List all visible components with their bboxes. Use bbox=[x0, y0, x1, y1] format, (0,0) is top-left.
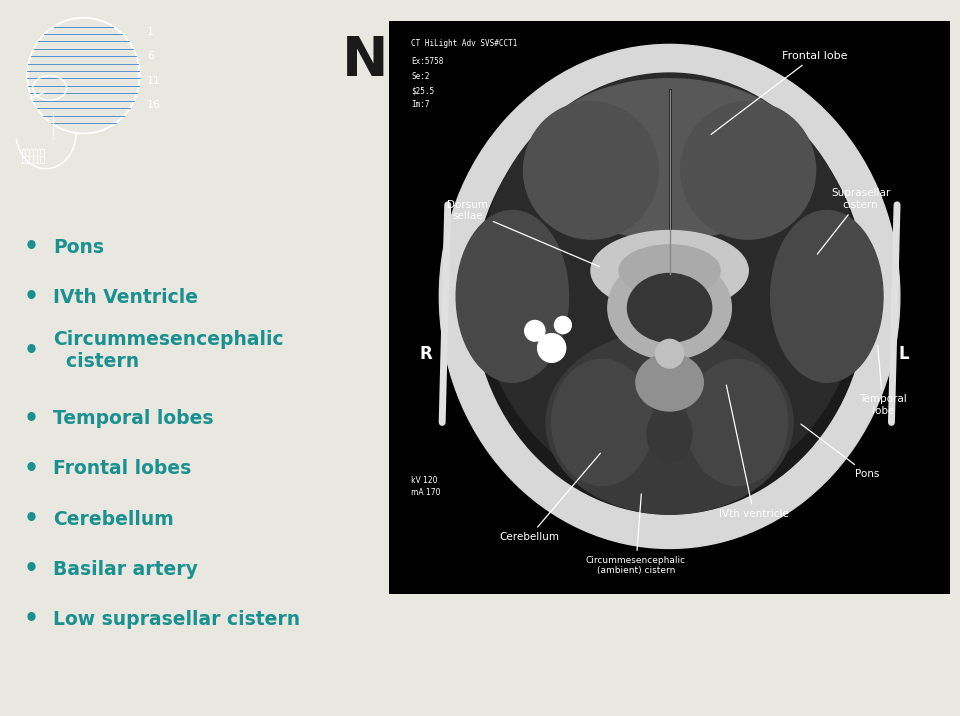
Text: 1: 1 bbox=[147, 26, 154, 37]
Ellipse shape bbox=[608, 256, 732, 359]
Text: Suprasellar
cistern: Suprasellar cistern bbox=[817, 188, 890, 254]
Text: Pons: Pons bbox=[53, 238, 104, 256]
Ellipse shape bbox=[681, 102, 816, 239]
Circle shape bbox=[525, 321, 545, 341]
Text: Frontal lobe: Frontal lobe bbox=[711, 51, 848, 135]
Text: (yüksek pons): (yüksek pons) bbox=[413, 95, 778, 141]
Circle shape bbox=[538, 334, 565, 362]
Ellipse shape bbox=[591, 231, 748, 311]
Ellipse shape bbox=[523, 102, 659, 239]
Text: •: • bbox=[24, 285, 39, 309]
Ellipse shape bbox=[656, 339, 684, 368]
Ellipse shape bbox=[628, 274, 711, 342]
Text: Se:2: Se:2 bbox=[411, 72, 430, 81]
Text: Circummesencephalic
  cistern: Circummesencephalic cistern bbox=[53, 330, 283, 372]
Text: •: • bbox=[24, 507, 39, 531]
Ellipse shape bbox=[456, 211, 568, 382]
Text: R: R bbox=[420, 345, 432, 364]
Ellipse shape bbox=[686, 359, 787, 485]
Text: 11: 11 bbox=[147, 76, 161, 86]
Circle shape bbox=[555, 316, 571, 334]
Text: Pons: Pons bbox=[801, 424, 879, 479]
Text: IVth Ventricle: IVth Ventricle bbox=[53, 288, 198, 306]
Ellipse shape bbox=[771, 211, 883, 382]
Text: Temporal
lobe: Temporal lobe bbox=[859, 345, 907, 416]
Ellipse shape bbox=[546, 331, 793, 514]
Text: •: • bbox=[24, 235, 39, 259]
Text: Low suprasellar cistern: Low suprasellar cistern bbox=[53, 610, 300, 629]
Text: •: • bbox=[24, 339, 39, 363]
Ellipse shape bbox=[619, 245, 720, 296]
Text: Basilar artery: Basilar artery bbox=[53, 560, 198, 579]
Text: •: • bbox=[24, 407, 39, 431]
Text: Temporal lobes: Temporal lobes bbox=[53, 410, 213, 428]
Text: Circummesencephalic
(ambient) cistern: Circummesencephalic (ambient) cistern bbox=[586, 494, 686, 576]
Text: 16: 16 bbox=[147, 100, 161, 110]
Text: kV 120: kV 120 bbox=[411, 475, 438, 485]
Text: Cerebellum: Cerebellum bbox=[53, 510, 174, 528]
Text: Im:7: Im:7 bbox=[411, 100, 430, 110]
Ellipse shape bbox=[552, 359, 653, 485]
Text: mA 170: mA 170 bbox=[411, 488, 441, 497]
Text: CT HiLight Adv SVS#CCT1: CT HiLight Adv SVS#CCT1 bbox=[411, 39, 517, 47]
Ellipse shape bbox=[535, 79, 804, 239]
Text: L: L bbox=[899, 345, 909, 364]
Text: •: • bbox=[24, 457, 39, 481]
Text: •: • bbox=[24, 607, 39, 632]
Ellipse shape bbox=[440, 44, 900, 548]
Text: Frontal lobes: Frontal lobes bbox=[53, 460, 191, 478]
Text: Cerebellum: Cerebellum bbox=[499, 453, 600, 542]
Text: IVth ventricle: IVth ventricle bbox=[719, 385, 789, 519]
Ellipse shape bbox=[647, 405, 692, 463]
Text: Normal Anatomi: Normal Anatomi bbox=[342, 34, 849, 88]
Text: $25.5: $25.5 bbox=[411, 86, 434, 95]
Text: •: • bbox=[24, 557, 39, 581]
Ellipse shape bbox=[636, 354, 704, 411]
Ellipse shape bbox=[479, 73, 860, 497]
Ellipse shape bbox=[473, 79, 866, 514]
Text: Ex:5758: Ex:5758 bbox=[411, 57, 444, 67]
Text: 6: 6 bbox=[147, 52, 154, 62]
Text: Dorsum
sellae: Dorsum sellae bbox=[447, 200, 600, 266]
